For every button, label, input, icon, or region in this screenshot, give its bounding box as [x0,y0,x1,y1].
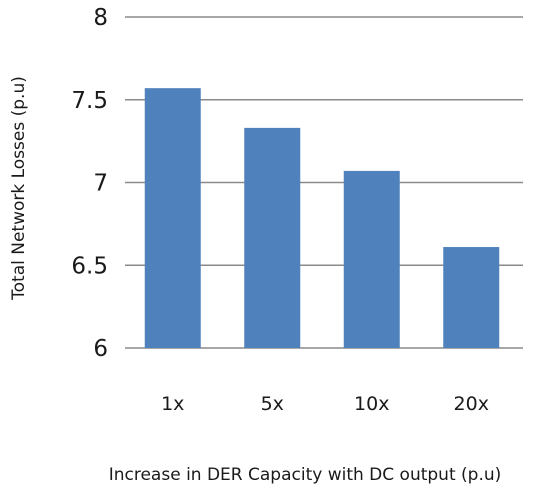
bar-1x [144,88,201,348]
bars [144,88,500,348]
x-tick-label: 5x [261,393,284,415]
x-axis-ticks: 1x 5x 10x 20x [161,393,489,415]
y-tick-label: 8 [93,5,108,31]
x-tick-label: 20x [454,393,489,415]
y-tick-label: 7 [93,171,108,197]
y-tick-label: 6.5 [71,253,108,279]
x-tick-label: 10x [354,393,389,415]
y-tick-label: 6 [93,336,108,362]
y-axis-ticks: 6 6.5 7 7.5 8 [71,5,108,362]
bar-20x [443,247,500,348]
bar-10x [343,170,400,348]
bar-5x [244,127,301,348]
y-tick-label: 7.5 [71,88,108,114]
y-axis-title: Total Network Losses (p.u) [9,76,29,301]
x-axis-title: Increase in DER Capacity with DC output … [109,465,502,485]
x-tick-label: 1x [161,393,184,415]
